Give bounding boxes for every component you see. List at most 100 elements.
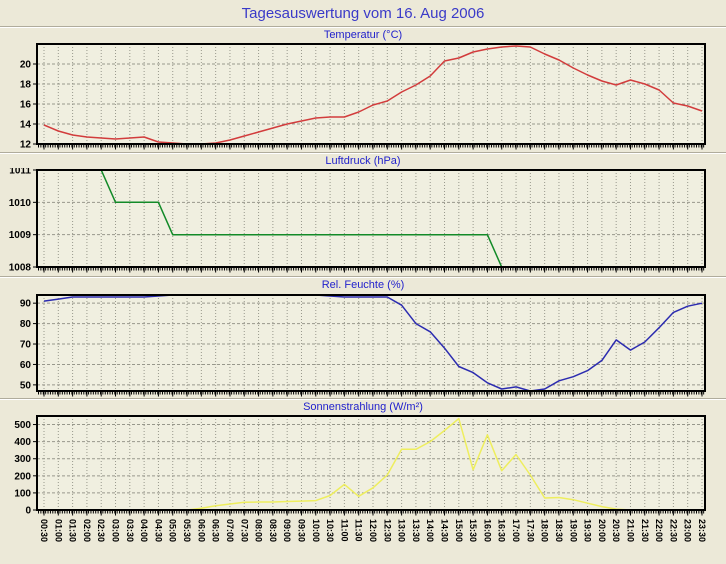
plot-frame (36, 43, 706, 145)
svg-text:05:30: 05:30 (182, 519, 192, 542)
svg-text:1008: 1008 (9, 263, 32, 274)
plot-area (37, 295, 705, 391)
svg-text:14:00: 14:00 (425, 519, 435, 542)
svg-text:60: 60 (20, 360, 32, 371)
plot-frame (36, 294, 706, 392)
svg-text:01:30: 01:30 (68, 519, 78, 542)
svg-text:90: 90 (20, 299, 32, 310)
y-axis-labels: 50 60 70 80 90 (20, 299, 32, 392)
svg-text:100: 100 (14, 488, 31, 499)
axis-ticks (33, 169, 705, 273)
svg-text:19:00: 19:00 (568, 519, 578, 542)
svg-text:20: 20 (20, 60, 32, 71)
svg-text:19:30: 19:30 (583, 519, 593, 542)
axis-ticks (33, 424, 705, 516)
svg-text:400: 400 (14, 437, 31, 448)
chart-section-humidity: Rel. Feuchte (%) 50 60 70 80 90 (0, 279, 726, 398)
svg-text:13:30: 13:30 (411, 519, 421, 542)
svg-text:02:00: 02:00 (82, 519, 92, 542)
svg-text:17:00: 17:00 (511, 519, 521, 542)
svg-text:12: 12 (20, 140, 32, 151)
svg-text:50: 50 (20, 380, 32, 391)
temperature-chart: 12 14 16 18 20 (20, 43, 706, 151)
svg-text:20:30: 20:30 (611, 519, 621, 542)
chart-title-temperature: Temperatur (°C) (323, 29, 403, 41)
series-line (43, 45, 703, 144)
svg-text:09:00: 09:00 (282, 519, 292, 542)
svg-text:16:30: 16:30 (497, 519, 507, 542)
radiation-chart: 0 100 200 300 400 500 00:30 01:00 01:30 02:00 02:3… (14, 415, 707, 542)
gridlines (37, 295, 705, 391)
chart-title-radiation: Sonnenstrahlung (W/m²) (303, 401, 423, 413)
svg-text:16: 16 (20, 100, 32, 111)
svg-text:03:30: 03:30 (125, 519, 135, 542)
svg-text:07:30: 07:30 (239, 519, 249, 542)
svg-text:01:00: 01:00 (53, 519, 63, 542)
svg-text:08:30: 08:30 (268, 519, 278, 542)
svg-text:00:30: 00:30 (39, 519, 49, 542)
svg-text:22:00: 22:00 (654, 519, 664, 542)
chart-section-temperature: Temperatur (°C) 12 14 16 18 20 (0, 29, 726, 152)
svg-text:18:00: 18:00 (540, 519, 550, 542)
series-line (44, 417, 702, 510)
pressure-chart: 1008 1009 1010 1011 (9, 168, 706, 274)
y-axis-labels: 1008 1009 1010 1011 (9, 168, 32, 274)
svg-text:18:30: 18:30 (554, 519, 564, 542)
svg-text:08:00: 08:00 (254, 519, 264, 542)
svg-text:200: 200 (14, 471, 31, 482)
svg-text:20:00: 20:00 (597, 519, 607, 542)
svg-text:23:00: 23:00 (683, 519, 693, 542)
svg-text:21:00: 21:00 (625, 519, 635, 542)
section-separator (0, 26, 726, 28)
svg-text:1009: 1009 (9, 230, 32, 241)
svg-text:23:30: 23:30 (697, 519, 707, 542)
plot-area (37, 416, 705, 510)
svg-text:1010: 1010 (9, 198, 32, 209)
svg-text:03:00: 03:00 (111, 519, 121, 542)
chart-title-pressure: Luftdruck (hPa) (325, 155, 401, 167)
svg-text:05:00: 05:00 (168, 519, 178, 542)
series-line (43, 295, 703, 391)
svg-text:0: 0 (25, 506, 31, 517)
report-title: Tagesauswertung vom 16. Aug 2006 (241, 5, 485, 22)
svg-text:80: 80 (20, 319, 32, 330)
svg-text:14:30: 14:30 (440, 519, 450, 542)
svg-text:16:00: 16:00 (482, 519, 492, 542)
svg-text:18: 18 (20, 80, 32, 91)
svg-text:07:00: 07:00 (225, 519, 235, 542)
gridlines (37, 416, 705, 511)
svg-text:15:00: 15:00 (454, 519, 464, 542)
plot-frame (36, 415, 706, 511)
chart-title-humidity: Rel. Feuchte (%) (321, 279, 405, 291)
svg-text:21:30: 21:30 (640, 519, 650, 542)
section-separator (0, 398, 726, 400)
section-separator (0, 276, 726, 278)
section-separator (0, 152, 726, 154)
svg-text:06:00: 06:00 (196, 519, 206, 542)
plot-area (37, 170, 705, 267)
svg-text:11:00: 11:00 (339, 519, 349, 542)
svg-text:500: 500 (14, 420, 31, 431)
y-axis-labels: 12 14 16 18 20 (20, 60, 32, 151)
svg-text:10:30: 10:30 (325, 519, 335, 542)
svg-text:300: 300 (14, 454, 31, 465)
plot-frame (36, 169, 706, 268)
svg-text:17:30: 17:30 (525, 519, 535, 542)
y-axis-labels: 0 100 200 300 400 500 (14, 420, 31, 516)
svg-text:15:30: 15:30 (468, 519, 478, 542)
plot-area (37, 44, 705, 144)
svg-text:02:30: 02:30 (96, 519, 106, 542)
svg-text:10:00: 10:00 (311, 519, 321, 542)
axis-ticks (33, 63, 705, 150)
svg-text:11:30: 11:30 (354, 519, 364, 542)
chart-section-pressure: Luftdruck (hPa) 1008 1009 1010 1011 (0, 155, 726, 276)
svg-text:1011: 1011 (9, 168, 31, 177)
humidity-chart: 50 60 70 80 90 (20, 294, 706, 397)
svg-text:09:30: 09:30 (296, 519, 306, 542)
series-line (100, 170, 503, 267)
svg-text:12:30: 12:30 (382, 519, 392, 542)
svg-text:12:00: 12:00 (368, 519, 378, 542)
svg-text:14: 14 (20, 120, 32, 131)
axis-ticks (33, 302, 705, 397)
